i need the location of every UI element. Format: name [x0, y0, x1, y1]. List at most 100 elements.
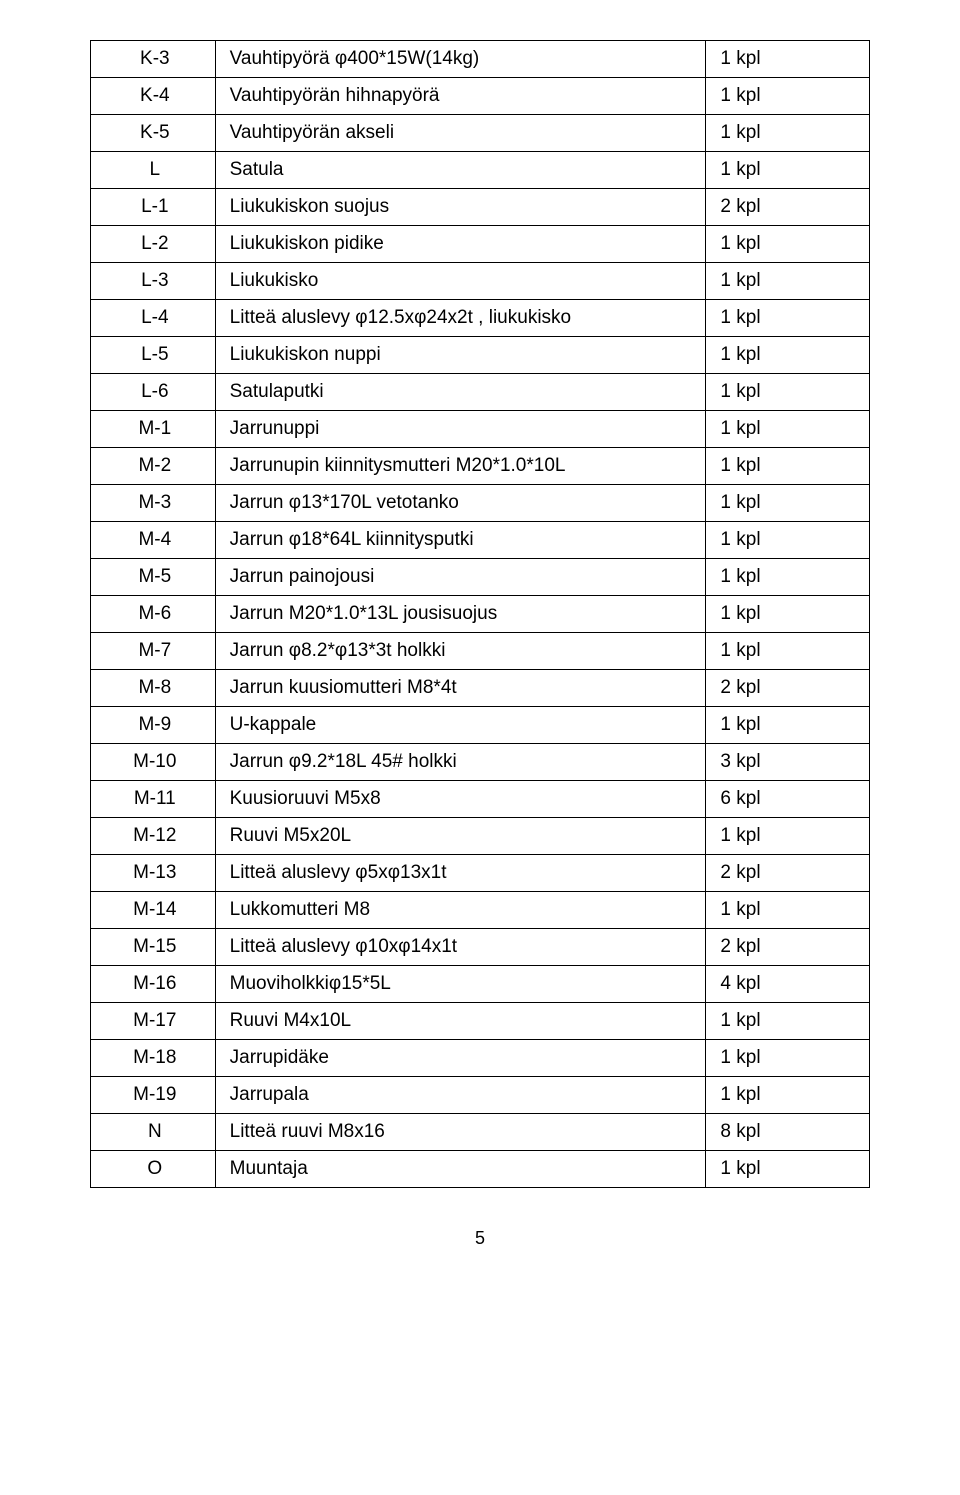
table-row: K-4Vauhtipyörän hihnapyörä1 kpl [91, 78, 870, 115]
cell-quantity: 1 kpl [706, 1040, 870, 1077]
table-row: M-16Muoviholkkiφ15*5L4 kpl [91, 966, 870, 1003]
cell-description: Jarrunupin kiinnitysmutteri M20*1.0*10L [215, 448, 706, 485]
table-row: M-12Ruuvi M5x20L1 kpl [91, 818, 870, 855]
cell-quantity: 1 kpl [706, 522, 870, 559]
table-row: M-8Jarrun kuusiomutteri M8*4t2 kpl [91, 670, 870, 707]
parts-table: K-3Vauhtipyörä φ400*15W(14kg)1 kplK-4Vau… [90, 40, 870, 1188]
table-row: K-3Vauhtipyörä φ400*15W(14kg)1 kpl [91, 41, 870, 78]
table-row: M-2Jarrunupin kiinnitysmutteri M20*1.0*1… [91, 448, 870, 485]
cell-quantity: 1 kpl [706, 337, 870, 374]
cell-code: M-1 [91, 411, 216, 448]
cell-description: Litteä aluslevy φ5xφ13x1t [215, 855, 706, 892]
cell-quantity: 1 kpl [706, 152, 870, 189]
cell-code: M-6 [91, 596, 216, 633]
cell-quantity: 2 kpl [706, 670, 870, 707]
parts-table-body: K-3Vauhtipyörä φ400*15W(14kg)1 kplK-4Vau… [91, 41, 870, 1188]
table-row: M-17Ruuvi M4x10L1 kpl [91, 1003, 870, 1040]
cell-quantity: 1 kpl [706, 115, 870, 152]
cell-description: Liukukisko [215, 263, 706, 300]
cell-quantity: 1 kpl [706, 374, 870, 411]
cell-description: Satula [215, 152, 706, 189]
table-row: L-4Litteä aluslevy φ12.5xφ24x2t , liukuk… [91, 300, 870, 337]
cell-description: Ruuvi M5x20L [215, 818, 706, 855]
cell-description: Muuntaja [215, 1151, 706, 1188]
cell-description: Vauhtipyörän hihnapyörä [215, 78, 706, 115]
page-number: 5 [90, 1228, 870, 1249]
cell-code: N [91, 1114, 216, 1151]
cell-description: Litteä ruuvi M8x16 [215, 1114, 706, 1151]
cell-code: L-5 [91, 337, 216, 374]
cell-code: L [91, 152, 216, 189]
cell-quantity: 1 kpl [706, 559, 870, 596]
cell-description: Vauhtipyörän akseli [215, 115, 706, 152]
cell-description: Satulaputki [215, 374, 706, 411]
cell-code: M-13 [91, 855, 216, 892]
cell-quantity: 3 kpl [706, 744, 870, 781]
cell-quantity: 1 kpl [706, 1077, 870, 1114]
table-row: M-9U-kappale1 kpl [91, 707, 870, 744]
cell-description: Lukkomutteri M8 [215, 892, 706, 929]
table-row: M-18Jarrupidäke1 kpl [91, 1040, 870, 1077]
cell-code: M-19 [91, 1077, 216, 1114]
cell-code: M-11 [91, 781, 216, 818]
table-row: M-1Jarrunuppi1 kpl [91, 411, 870, 448]
cell-code: K-3 [91, 41, 216, 78]
cell-quantity: 2 kpl [706, 929, 870, 966]
table-row: M-13Litteä aluslevy φ5xφ13x1t2 kpl [91, 855, 870, 892]
cell-description: Jarrun φ9.2*18L 45# holkki [215, 744, 706, 781]
cell-description: Jarrun φ8.2*φ13*3t holkki [215, 633, 706, 670]
cell-description: Liukukiskon pidike [215, 226, 706, 263]
cell-description: Jarrupala [215, 1077, 706, 1114]
cell-description: Jarrupidäke [215, 1040, 706, 1077]
table-row: NLitteä ruuvi M8x168 kpl [91, 1114, 870, 1151]
table-row: M-19Jarrupala1 kpl [91, 1077, 870, 1114]
cell-quantity: 1 kpl [706, 596, 870, 633]
cell-code: M-9 [91, 707, 216, 744]
cell-quantity: 1 kpl [706, 78, 870, 115]
cell-quantity: 1 kpl [706, 263, 870, 300]
cell-description: Liukukiskon suojus [215, 189, 706, 226]
cell-code: L-1 [91, 189, 216, 226]
table-row: M-14Lukkomutteri M81 kpl [91, 892, 870, 929]
cell-quantity: 1 kpl [706, 818, 870, 855]
table-row: OMuuntaja1 kpl [91, 1151, 870, 1188]
cell-quantity: 1 kpl [706, 448, 870, 485]
cell-description: Jarrun φ18*64L kiinnitysputki [215, 522, 706, 559]
table-row: L-6Satulaputki1 kpl [91, 374, 870, 411]
cell-quantity: 1 kpl [706, 41, 870, 78]
table-row: M-10Jarrun φ9.2*18L 45# holkki3 kpl [91, 744, 870, 781]
cell-quantity: 6 kpl [706, 781, 870, 818]
cell-code: M-3 [91, 485, 216, 522]
cell-quantity: 2 kpl [706, 189, 870, 226]
cell-quantity: 1 kpl [706, 485, 870, 522]
cell-description: Jarrun M20*1.0*13L jousisuojus [215, 596, 706, 633]
cell-quantity: 4 kpl [706, 966, 870, 1003]
cell-quantity: 1 kpl [706, 411, 870, 448]
cell-code: L-2 [91, 226, 216, 263]
cell-description: Ruuvi M4x10L [215, 1003, 706, 1040]
cell-code: M-15 [91, 929, 216, 966]
cell-code: M-5 [91, 559, 216, 596]
cell-description: Muoviholkkiφ15*5L [215, 966, 706, 1003]
cell-code: O [91, 1151, 216, 1188]
table-row: M-3Jarrun φ13*170L vetotanko1 kpl [91, 485, 870, 522]
cell-code: M-17 [91, 1003, 216, 1040]
cell-description: Jarrun φ13*170L vetotanko [215, 485, 706, 522]
cell-description: Jarrun kuusiomutteri M8*4t [215, 670, 706, 707]
cell-code: M-10 [91, 744, 216, 781]
cell-description: Litteä aluslevy φ10xφ14x1t [215, 929, 706, 966]
table-row: M-7Jarrun φ8.2*φ13*3t holkki1 kpl [91, 633, 870, 670]
cell-code: K-4 [91, 78, 216, 115]
table-row: M-6Jarrun M20*1.0*13L jousisuojus1 kpl [91, 596, 870, 633]
cell-quantity: 1 kpl [706, 226, 870, 263]
cell-code: L-3 [91, 263, 216, 300]
cell-description: Kuusioruuvi M5x8 [215, 781, 706, 818]
cell-code: M-18 [91, 1040, 216, 1077]
cell-description: U-kappale [215, 707, 706, 744]
cell-code: L-6 [91, 374, 216, 411]
table-row: K-5Vauhtipyörän akseli1 kpl [91, 115, 870, 152]
table-row: M-5Jarrun painojousi1 kpl [91, 559, 870, 596]
cell-quantity: 1 kpl [706, 892, 870, 929]
table-row: LSatula1 kpl [91, 152, 870, 189]
table-row: M-15Litteä aluslevy φ10xφ14x1t2 kpl [91, 929, 870, 966]
